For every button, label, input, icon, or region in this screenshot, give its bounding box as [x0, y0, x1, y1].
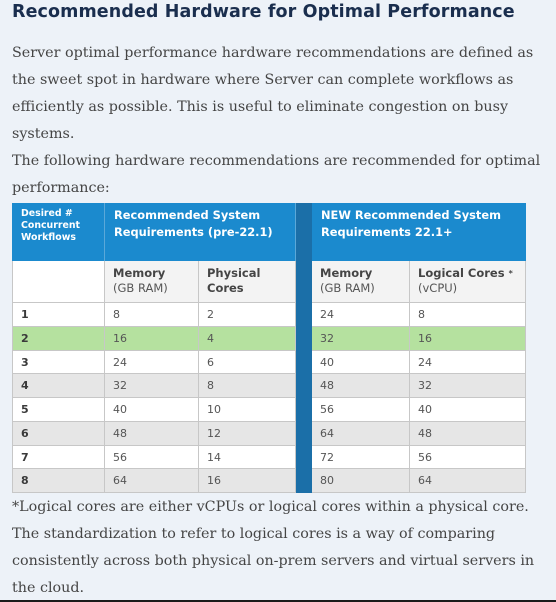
- cell-old-memory: 64: [105, 469, 199, 493]
- subheader-new-memory: Memory (GB RAM): [312, 261, 410, 303]
- cell-new-memory: 40: [312, 350, 410, 375]
- cell-new-cores: 16: [410, 326, 526, 351]
- lead-paragraph: The following hardware recommendations a…: [12, 153, 541, 196]
- cell-old-memory: 40: [105, 398, 199, 422]
- cell-workflows: 7: [12, 445, 105, 470]
- footnote-paragraph: *Logical cores are either vCPUs or logic…: [12, 499, 535, 596]
- subheader-old-memory-label: Memory: [113, 266, 166, 280]
- cell-new-memory: 56: [312, 398, 410, 422]
- cell-workflows: 3: [12, 350, 105, 375]
- column-divider-sub: [296, 261, 312, 303]
- cell-old-cores: 10: [199, 398, 296, 422]
- header-old-requirements: Recommended System Requirements (pre-22.…: [105, 203, 296, 261]
- subheader-new-cores-label: Logical Cores: [418, 266, 505, 280]
- subheader-old-cores: Physical Cores: [199, 261, 296, 303]
- header-workflows: Desired # Concurrent Workflows: [12, 203, 105, 261]
- cell-new-cores: 8: [410, 303, 526, 327]
- page-title: Recommended Hardware for Optimal Perform…: [12, 2, 515, 22]
- cell-old-memory: 8: [105, 303, 199, 327]
- cell-new-memory: 64: [312, 421, 410, 446]
- cell-old-memory: 16: [105, 326, 199, 351]
- column-divider-body: [296, 303, 312, 493]
- cell-new-memory: 24: [312, 303, 410, 327]
- cell-workflows: 4: [12, 374, 105, 398]
- cell-new-memory: 48: [312, 374, 410, 398]
- footnote-marker: *: [508, 269, 513, 278]
- cell-workflows: 1: [12, 303, 105, 327]
- cell-new-cores: 48: [410, 421, 526, 446]
- subheader-old-memory-unit: (GB RAM): [113, 281, 168, 295]
- subheader-old-cores-label: Physical Cores: [207, 266, 261, 295]
- cell-workflows: 8: [12, 469, 105, 493]
- subheader-empty: [12, 261, 105, 303]
- intro-paragraph: Server optimal performance hardware reco…: [12, 45, 534, 142]
- cell-old-memory: 48: [105, 421, 199, 446]
- subheader-new-cores-unit: (vCPU): [418, 281, 458, 295]
- cell-old-cores: 2: [199, 303, 296, 327]
- cell-old-memory: 32: [105, 374, 199, 398]
- subheader-old-memory: Memory (GB RAM): [105, 261, 199, 303]
- hardware-table: Desired # Concurrent Workflows Recommend…: [12, 203, 526, 493]
- cell-new-cores: 40: [410, 398, 526, 422]
- cell-old-memory: 24: [105, 350, 199, 375]
- cell-new-memory: 32: [312, 326, 410, 351]
- subheader-new-memory-label: Memory: [320, 266, 373, 280]
- cell-old-cores: 16: [199, 469, 296, 493]
- cell-workflows: 5: [12, 398, 105, 422]
- cell-workflows: 2: [12, 326, 105, 351]
- cell-old-cores: 12: [199, 421, 296, 446]
- subheader-new-memory-unit: (GB RAM): [320, 281, 375, 295]
- cell-new-cores: 56: [410, 445, 526, 470]
- cell-old-cores: 8: [199, 374, 296, 398]
- cell-new-cores: 24: [410, 350, 526, 375]
- bottom-rule: [0, 600, 556, 602]
- cell-new-memory: 72: [312, 445, 410, 470]
- cell-old-memory: 56: [105, 445, 199, 470]
- cell-workflows: 6: [12, 421, 105, 446]
- cell-old-cores: 14: [199, 445, 296, 470]
- header-divider: [296, 203, 312, 261]
- cell-old-cores: 6: [199, 350, 296, 375]
- header-new-requirements: NEW Recommended System Requirements 22.1…: [312, 203, 526, 261]
- cell-new-cores: 32: [410, 374, 526, 398]
- cell-old-cores: 4: [199, 326, 296, 351]
- subheader-new-cores: Logical Cores * (vCPU): [410, 261, 526, 303]
- cell-new-memory: 80: [312, 469, 410, 493]
- cell-new-cores: 64: [410, 469, 526, 493]
